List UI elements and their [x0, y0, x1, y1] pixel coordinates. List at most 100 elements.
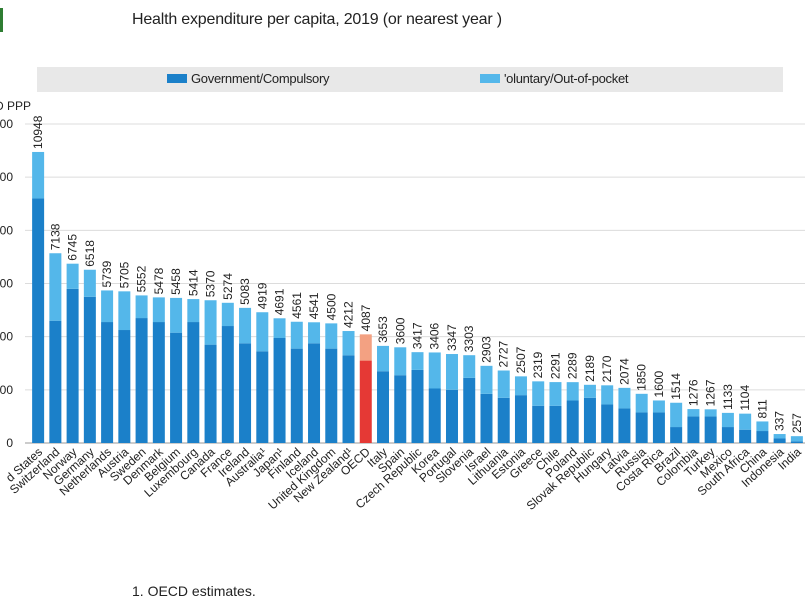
bar-voluntary	[566, 382, 579, 401]
bar-government	[49, 320, 62, 443]
bar-voluntary	[290, 321, 303, 349]
bar-total-label: 337	[773, 411, 787, 431]
bar-total-label: 811	[755, 399, 769, 418]
bar-total-label: 5705	[117, 261, 131, 288]
y-tick-label: 0	[6, 436, 13, 450]
bar-voluntary	[601, 385, 614, 405]
y-axis-unit-label: D PPP	[0, 99, 32, 113]
bar-total-label: 2727	[497, 340, 511, 367]
bar-government	[773, 438, 786, 443]
bar-government	[342, 355, 355, 443]
bar-government	[118, 330, 131, 443]
legend-item-voluntary: 'oluntary/Out-of-pocket	[480, 71, 629, 86]
bar-voluntary	[480, 365, 493, 394]
bar-government	[32, 198, 45, 443]
bar-voluntary	[428, 352, 441, 389]
bar-total-label: 1104	[738, 385, 752, 411]
bar-voluntary	[256, 312, 269, 352]
bar-total-label: 5552	[135, 265, 149, 292]
bar-government	[480, 393, 493, 443]
bar-voluntary	[325, 323, 338, 349]
bar-total-label: 6745	[66, 234, 80, 261]
bar-government	[187, 322, 200, 443]
bar-total-label: 7138	[48, 223, 62, 250]
bar-total-label: 1600	[652, 370, 666, 397]
bar-voluntary	[773, 434, 786, 439]
bar-government	[635, 412, 648, 443]
bar-total-label: 5370	[204, 270, 218, 297]
y-tick-label: 00	[0, 277, 13, 291]
bar-total-label: 3303	[462, 325, 476, 352]
bar-government	[101, 322, 114, 443]
bar-voluntary	[635, 393, 648, 413]
bar-total-label: 5083	[238, 278, 252, 305]
bar-government	[549, 405, 562, 443]
bar-total-label: 2507	[514, 346, 528, 373]
bar-total-label: 4691	[273, 288, 287, 315]
bar-total-label: 4541	[307, 292, 321, 319]
chart-title: Health expenditure per capita, 2019 (or …	[132, 11, 502, 28]
legend-item-government: Government/Compulsory	[167, 71, 330, 86]
y-tick-label: 00	[0, 383, 13, 397]
bar-government	[566, 400, 579, 443]
bar-voluntary	[135, 295, 148, 319]
bar-government	[221, 326, 234, 443]
legend-label-government: Government/Compulsory	[191, 71, 330, 86]
footnote: 1. OECD estimates.	[132, 583, 256, 599]
bar-government	[497, 397, 510, 443]
bar-total-label: 1514	[669, 373, 683, 400]
bar-government	[790, 441, 803, 443]
bar-government	[687, 416, 700, 443]
bar-voluntary	[204, 300, 217, 345]
bar-voluntary	[118, 291, 131, 331]
bar-voluntary	[721, 412, 734, 428]
bar-total-label: 2074	[617, 358, 631, 385]
bar-total-label: 4087	[359, 304, 373, 331]
bar-voluntary	[790, 436, 803, 442]
bar-voluntary	[170, 297, 183, 333]
bar-voluntary	[342, 331, 355, 356]
bar-government	[583, 397, 596, 443]
bar-voluntary	[308, 322, 321, 344]
bar-total-label: 5458	[169, 268, 183, 295]
bar-voluntary	[756, 421, 769, 432]
bar-total-label: 6518	[83, 240, 97, 267]
bar-government	[721, 427, 734, 443]
bar-voluntary	[239, 307, 252, 344]
bar-total-label: 5414	[186, 269, 200, 296]
bar-total-label: 5274	[221, 273, 235, 300]
bar-total-label: 2289	[566, 352, 580, 379]
bar-government	[325, 348, 338, 443]
bar-voluntary	[687, 409, 700, 417]
bar-government	[377, 371, 390, 443]
bar-voluntary	[273, 318, 286, 338]
bar-government	[532, 405, 545, 443]
bar-government	[463, 377, 476, 443]
bar-voluntary	[101, 290, 114, 323]
bar-government	[256, 351, 269, 443]
bar-government	[514, 395, 527, 443]
bar-voluntary	[49, 253, 62, 321]
legend-swatch-voluntary	[480, 74, 500, 84]
bar-total-label: 4561	[290, 292, 304, 319]
bar-total-label: 5478	[152, 267, 166, 294]
bar-total-label: 4500	[324, 293, 338, 320]
bar-total-label: 3600	[393, 317, 407, 344]
bar-total-label: 3653	[376, 316, 390, 343]
bar-voluntary	[411, 352, 424, 370]
y-tick-label: 00	[0, 330, 13, 344]
bar-total-label: 3347	[445, 324, 459, 351]
bar-total-label: 3417	[411, 322, 425, 349]
bar-total-label: 1276	[686, 379, 700, 406]
bar-voluntary	[670, 402, 683, 428]
bar-government	[66, 288, 79, 443]
bar-total-label: 3406	[428, 322, 442, 349]
bar-voluntary	[445, 354, 458, 390]
left-edge-marker	[0, 8, 3, 32]
bar-total-label: 4919	[255, 282, 269, 309]
y-tick-label: 00	[0, 117, 13, 131]
bar-total-label: 1850	[635, 364, 649, 391]
bar-total-label: 1267	[704, 379, 718, 406]
bar-total-label: 1133	[721, 384, 735, 410]
